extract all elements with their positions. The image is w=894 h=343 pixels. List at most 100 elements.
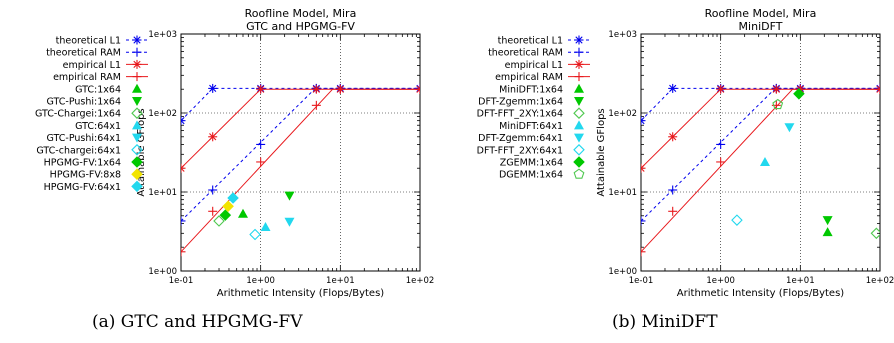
x-tick-label: 1e+02 [866,276,894,286]
legend-marker-empirical-ram [132,72,142,82]
y-tick-label: 1e+03 [148,30,177,40]
legend-label-gtc-chargei-1x64: GTC-Chargei:1x64 [35,109,121,120]
marker-empirical-ram [335,84,345,94]
marker-theoretical-ram [716,139,726,149]
legend-label-empirical-ram: empirical RAM [53,72,121,83]
roofline-chart-gtc-hpgmg: 1e-01 1e+00 1e+01 1e+021e+001e+011e+021e+03… [35,7,434,299]
y-tick-label: 1e+00 [608,267,637,277]
point-hpgmg-fv-64x1 [227,192,239,204]
marker-empirical-ram [415,84,420,94]
x-tick-label: 1e-01 [169,276,194,286]
legend-label-hpgmg-fv-64x1: HPGMG-FV:64x1 [44,182,121,193]
point-gtc-1x64 [237,208,248,218]
line-theoretical-ram [181,87,420,222]
marker-empirical-ram [311,100,321,110]
line-empirical-l1 [641,88,880,169]
marker-empirical-l1 [771,84,781,94]
legend-label-gtc-pushi-1x64: GTC-Pushi:1x64 [47,97,121,108]
legend-label-dft-fft-2xy-1x64: DFT-FFT_2XY:1x64 [477,109,563,120]
legend-label-hpgmg-fv-1x64: HPGMG-FV:1x64 [44,158,121,169]
legend-label-zgemm-1x64: ZGEMM:1x64 [500,158,563,169]
point-dgemm-1x64 [772,98,784,110]
legend-label-empirical-l1: empirical L1 [63,60,121,71]
marker-empirical-ram [716,157,726,167]
marker-theoretical-ram [208,185,218,195]
marker-empirical-l1 [181,163,186,173]
legend-marker-dft-fft-2xy-1x64 [573,107,585,119]
y-axis-label: Attainable GFlops [596,108,607,196]
x-tick-label: 1e+00 [706,276,735,286]
legend-marker-gtc-chargei-64x1 [131,144,143,156]
legend-label-dft-zgemm-1x64: DFT-Zgemm:1x64 [478,97,563,108]
line-theoretical-l1 [641,87,880,122]
legend-label-dft-fft-2xy-64x1: DFT-FFT_2XY:64x1 [477,145,563,156]
marker-empirical-ram [208,206,218,216]
axis-ticks [180,34,420,272]
point-hpgmg-fv-1x64 [219,209,232,221]
marker-empirical-l1 [311,84,321,94]
point-gtc-chargei-1x64 [213,215,225,227]
legend-marker-theoretical-ram [132,47,142,57]
legend-label-empirical-l1: empirical L1 [505,60,563,71]
legend-label-gtc-1x64: GTC:1x64 [75,84,121,95]
legend-marker-dgemm-1x64 [573,168,585,179]
point-dft-zgemm-64x1 [784,123,795,133]
marker-theoretical-ram [256,139,266,149]
marker-empirical-ram [181,247,186,257]
line-empirical-ram [181,88,420,253]
axis-ticks [640,34,880,272]
marker-theoretical-l1 [641,116,646,126]
legend-marker-hpgmg-fv-64x1 [131,180,143,193]
point-gtc-64x1 [260,222,271,232]
legend-marker-empirical-l1 [132,59,142,69]
marker-empirical-l1 [208,132,218,142]
chart-subtitle: GTC and HPGMG-FV [246,20,355,33]
marker-empirical-l1 [716,84,726,94]
x-tick-label: 1e+02 [406,276,435,286]
y-tick-label: 1e+01 [608,188,637,198]
legend-marker-hpgmg-fv-8x8 [131,168,143,180]
legend-marker-gtc-64x1 [132,120,142,130]
legend-marker-theoretical-l1 [132,35,142,45]
point-minidft-64x1 [759,156,770,166]
line-empirical-ram [641,88,880,253]
marker-empirical-ram [641,247,646,257]
plot-frame [640,33,881,272]
marker-empirical-ram [668,206,678,216]
legend-marker-gtc-pushi-64x1 [132,133,142,143]
legend-marker-hpgmg-fv-1x64 [131,156,143,168]
legend-marker-dft-zgemm-64x1 [574,133,584,143]
legend-marker-dft-fft-2xy-64x1 [573,144,585,156]
point-gtc-pushi-1x64 [284,191,295,201]
y-tick-label: 1e+01 [148,188,177,198]
line-theoretical-l1 [181,87,420,122]
legend-label-theoretical-ram: theoretical RAM [488,48,563,59]
chart-subtitle: MiniDFT [739,20,783,33]
marker-theoretical-ram [415,83,420,93]
plot-area [181,83,420,257]
y-tick-label: 1e+03 [608,30,637,40]
marker-theoretical-ram [668,185,678,195]
legend-label-dft-zgemm-64x1: DFT-Zgemm:64x1 [478,133,563,144]
legend-marker-gtc-1x64 [132,83,142,93]
legend-marker-empirical-l1 [574,59,584,69]
point-gtc-pushi-64x1 [284,217,295,227]
point-dft-fft-2xy-64x1 [731,214,743,226]
legend-label-theoretical-ram: theoretical RAM [46,48,121,59]
marker-theoretical-ram [181,216,186,226]
roofline-chart-minidft: 1e-01 1e+00 1e+01 1e+021e+001e+011e+021e+03… [477,7,894,299]
y-tick-label: 1e+02 [148,109,177,119]
legend-label-gtc-64x1: GTC:64x1 [75,121,121,132]
legend-label-empirical-ram: empirical RAM [495,72,563,83]
legend-label-hpgmg-fv-8x8: HPGMG-FV:8x8 [50,170,121,181]
plot-frame [180,33,421,272]
marker-theoretical-l1 [668,83,678,93]
line-theoretical-ram [641,87,880,222]
marker-empirical-ram [256,157,266,167]
legend-marker-gtc-chargei-1x64 [131,107,143,119]
point-dft-zgemm-1x64 [822,216,833,226]
marker-empirical-l1 [641,163,646,173]
legend-label-dgemm-1x64: DGEMM:1x64 [499,170,563,181]
